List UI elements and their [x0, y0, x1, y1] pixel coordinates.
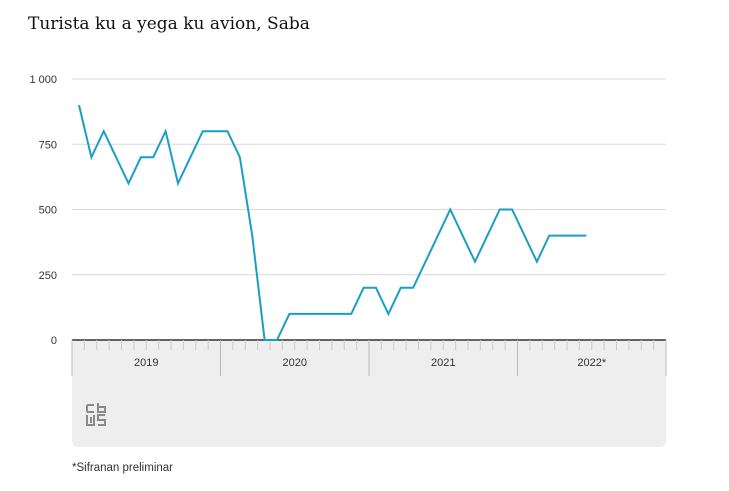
x-axis-year-labels: 2019 2020 2021 2022*: [134, 357, 607, 369]
year-label: 2022*: [577, 357, 606, 369]
cbs-logo-icon: [86, 403, 106, 426]
y-tick-label: 0: [51, 335, 57, 347]
y-tick-label: 1 000: [29, 74, 57, 86]
series-layer: [78, 104, 587, 341]
year-label: 2019: [134, 357, 158, 369]
grid-layer: [72, 78, 666, 341]
year-label: 2021: [431, 357, 455, 369]
y-tick-label: 500: [39, 205, 57, 217]
y-axis-labels: 0 250 500 750 1 000: [29, 74, 57, 347]
x-axis-ticks: [71, 340, 667, 376]
chart-title: Turista ku a yega ku avion, Saba: [28, 14, 310, 34]
year-label: 2020: [283, 357, 307, 369]
series-line: [78, 104, 587, 341]
y-tick-label: 750: [39, 139, 57, 151]
footnote: *Sifranan preliminar: [72, 462, 173, 474]
y-tick-label: 250: [39, 270, 57, 282]
